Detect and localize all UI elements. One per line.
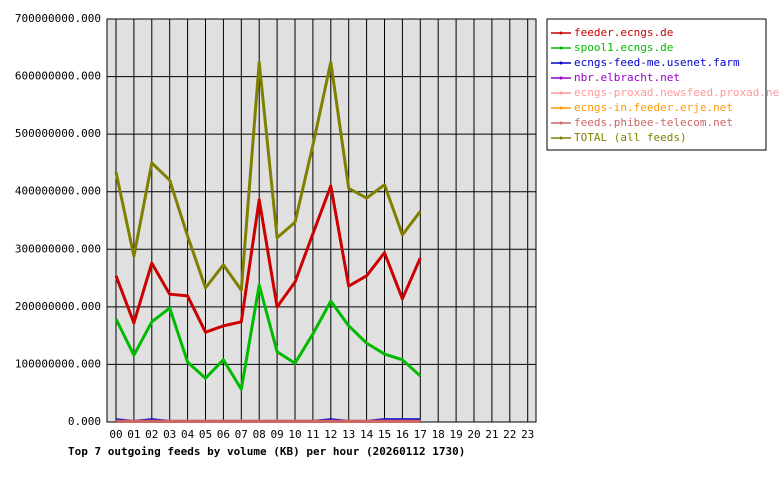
legend-marker <box>559 76 563 80</box>
y-tick-label: 700000000.000 <box>15 12 101 25</box>
x-tick-label: 01 <box>127 428 140 441</box>
legend-box <box>546 18 767 151</box>
series-line <box>114 60 422 292</box>
x-tick-label: 16 <box>396 428 409 441</box>
x-tick-label: 20 <box>467 428 480 441</box>
legend-label: feeds.phibee-telecom.net <box>574 116 733 129</box>
y-tick-label: 0.000 <box>68 415 101 428</box>
legend-label: ecngs-in.feeder.erje.net <box>574 101 733 114</box>
legend-label: ecngs-feed-me.usenet.farm <box>574 56 740 69</box>
legend-label: spool1.ecngs.de <box>574 41 673 54</box>
legend-label: TOTAL (all feeds) <box>574 131 687 144</box>
x-tick-label: 19 <box>449 428 462 441</box>
x-tick-label: 03 <box>163 428 176 441</box>
legend-marker <box>559 31 563 35</box>
x-tick-label: 23 <box>521 428 534 441</box>
legend-marker <box>559 61 563 65</box>
chart-title: Top 7 outgoing feeds by volume (KB) per … <box>68 445 465 458</box>
x-tick-label: 04 <box>181 428 195 441</box>
x-tick-label: 21 <box>485 428 498 441</box>
series-line <box>114 283 422 391</box>
x-tick-label: 14 <box>360 428 374 441</box>
x-tick-label: 22 <box>503 428 516 441</box>
legend-marker <box>559 106 563 110</box>
y-tick-label: 400000000.000 <box>15 185 101 198</box>
legend-label: ecngs-proxad.newsfeed.proxad.net <box>574 86 780 99</box>
x-tick-label: 10 <box>288 428 301 441</box>
y-tick-label: 500000000.000 <box>15 127 101 140</box>
legend-label: feeder.ecngs.de <box>574 26 673 39</box>
x-tick-label: 17 <box>414 428 427 441</box>
x-tick-label: 11 <box>306 428 319 441</box>
x-tick-label: 15 <box>378 428 391 441</box>
series-line <box>114 184 422 334</box>
legend-marker <box>559 46 563 50</box>
plot-area <box>106 18 537 423</box>
y-tick-label: 200000000.000 <box>15 300 101 313</box>
x-tick-label: 00 <box>109 428 122 441</box>
legend-marker <box>559 121 563 125</box>
x-tick-label: 07 <box>235 428 248 441</box>
y-tick-label: 100000000.000 <box>15 357 101 370</box>
x-tick-label: 02 <box>145 428 158 441</box>
x-tick-label: 09 <box>270 428 283 441</box>
y-tick-label: 300000000.000 <box>15 242 101 255</box>
x-tick-label: 18 <box>432 428 445 441</box>
x-tick-label: 08 <box>253 428 266 441</box>
x-tick-label: 13 <box>342 428 355 441</box>
x-tick-label: 05 <box>199 428 212 441</box>
legend-marker <box>559 91 563 95</box>
x-tick-label: 06 <box>217 428 230 441</box>
y-tick-label: 600000000.000 <box>15 70 101 83</box>
legend-label: nbr.elbracht.net <box>574 71 680 84</box>
legend-marker <box>559 136 563 140</box>
x-tick-label: 12 <box>324 428 337 441</box>
